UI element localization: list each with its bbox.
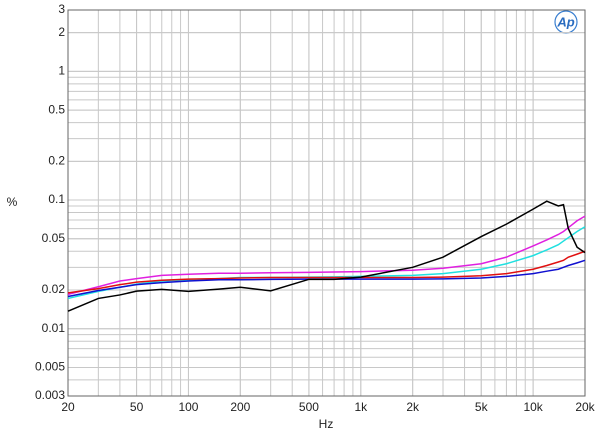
y-tick-label: 0.1: [48, 192, 65, 206]
y-tick-label: 0.5: [48, 102, 65, 116]
x-tick-label: 20k: [575, 400, 595, 414]
x-tick-label: 100: [178, 400, 198, 414]
y-tick-label: 1: [58, 64, 65, 78]
x-tick-label: 2k: [406, 400, 420, 414]
x-tick-label: 200: [230, 400, 250, 414]
y-tick-label: 0.05: [42, 231, 66, 245]
x-tick-label: 1k: [354, 400, 368, 414]
series-line: [67, 200, 586, 312]
series-line: [67, 215, 586, 296]
x-tick-label: 50: [130, 400, 144, 414]
x-axis-label: Hz: [319, 417, 334, 431]
series-line: [67, 226, 586, 300]
y-tick-label: 0.02: [42, 282, 66, 296]
y-tick-label: 3: [58, 2, 65, 16]
x-tick-label: 20: [61, 400, 75, 414]
x-tick-label: 500: [299, 400, 319, 414]
plot-frame: [67, 9, 586, 397]
y-tick-label: 0.005: [35, 360, 65, 374]
y-tick-label: 0.01: [42, 321, 66, 335]
y-tick-label: 0.003: [35, 388, 65, 402]
x-tick-label: 10k: [523, 400, 543, 414]
y-tick-label: 2: [58, 25, 65, 39]
y-tick-label: 0.2: [48, 153, 65, 167]
series-line: [67, 259, 586, 298]
y-axis-label: %: [7, 195, 18, 209]
x-tick-label: 5k: [475, 400, 489, 414]
logo: Ap: [556, 14, 574, 29]
